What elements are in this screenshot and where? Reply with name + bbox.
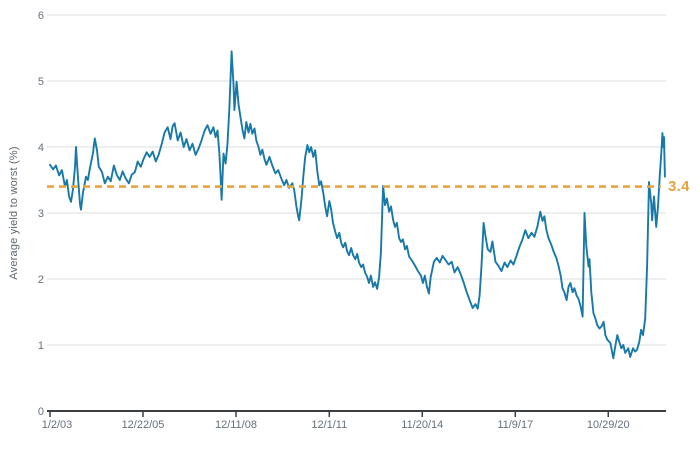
x-tick-label-0: 1/2/03	[42, 419, 73, 431]
y-axis-title: Average yield to worst (%)	[8, 146, 20, 280]
x-tick-label-2: 12/11/08	[215, 419, 257, 431]
series-line-average-yield	[49, 50, 666, 360]
y-tick-label-1: 1	[38, 340, 44, 352]
y-tick-label-5: 5	[38, 76, 44, 88]
y-tick-label-3: 3	[38, 208, 44, 220]
x-tick-label-3: 12/1/11	[311, 419, 347, 431]
y-tick-label-4: 4	[38, 142, 44, 154]
x-tick-label-6: 10/29/20	[587, 419, 630, 431]
y-tick-label-6: 6	[38, 10, 44, 22]
x-tick-label-5: 11/9/17	[497, 419, 533, 431]
y-tick-label-0: 0	[38, 406, 44, 418]
reference-line-label: 3.4	[668, 178, 690, 196]
x-tick-label-1: 12/22/05	[122, 419, 165, 431]
y-tick-label-2: 2	[38, 274, 44, 286]
x-tick-label-4: 11/20/14	[401, 419, 443, 431]
